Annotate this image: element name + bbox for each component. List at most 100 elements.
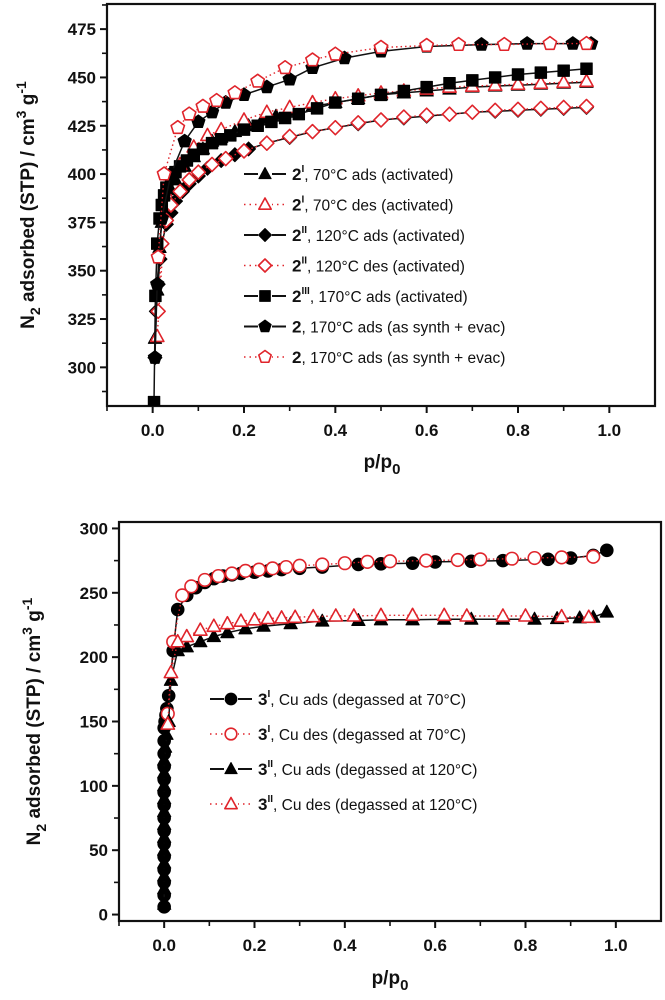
y-tick-label: 425 xyxy=(68,117,96,136)
data-point xyxy=(557,64,570,77)
y-tick-label: 400 xyxy=(68,165,96,184)
legend-label: 2, 170°C ads (as synth + evac) xyxy=(292,318,505,337)
data-point xyxy=(382,554,398,569)
data-point xyxy=(157,896,172,910)
data-point xyxy=(373,607,389,622)
data-point xyxy=(504,551,520,566)
legend-label: 2III, 170°C ads (activated) xyxy=(292,286,468,306)
data-point xyxy=(147,395,161,406)
data-point xyxy=(278,111,292,125)
legend-marker-triangle-icon xyxy=(224,796,238,810)
data-point xyxy=(519,36,535,50)
x-axis-title: p/p0 xyxy=(364,452,401,478)
plot-area xyxy=(147,35,599,406)
data-point xyxy=(600,543,614,558)
data-point xyxy=(157,842,172,856)
legend-entry: 2, 170°C ads (as synth + evac) xyxy=(244,318,505,337)
data-point xyxy=(157,855,172,869)
legend-entry: 2I, 70°C ads (activated) xyxy=(244,164,453,184)
data-point xyxy=(487,77,503,92)
y-axis: 0 50 100 150 200 250 300 xyxy=(80,519,119,925)
data-point xyxy=(310,102,324,115)
legend-marker-circle-icon xyxy=(224,692,238,706)
data-point xyxy=(473,552,488,567)
x-tick-label: 0.8 xyxy=(506,421,530,440)
data-point xyxy=(436,607,452,622)
data-point xyxy=(579,35,594,51)
data-point xyxy=(227,85,243,100)
data-point xyxy=(542,35,558,51)
y-tick-label: 50 xyxy=(89,841,108,860)
y-tick-label: 250 xyxy=(80,584,108,603)
chart-top-compound-2: 0.0 0.2 0.4 0.6 0.8 1.0 300 325 350 375 400 425 450 4… xyxy=(13,2,657,478)
x-tick-label: 0.0 xyxy=(141,421,165,440)
data-point xyxy=(581,609,597,624)
legend-marker-triangle-icon xyxy=(258,167,272,180)
data-point xyxy=(157,881,172,895)
data-point xyxy=(156,166,172,181)
data-point xyxy=(287,609,303,624)
x-axis: 0.0 0.2 0.4 0.6 0.8 1.0 xyxy=(118,921,628,955)
data-point xyxy=(237,123,251,136)
data-point xyxy=(197,572,212,588)
data-point xyxy=(265,561,280,576)
data-point xyxy=(459,608,475,622)
data-point xyxy=(224,566,240,581)
data-point xyxy=(541,552,555,567)
x-tick-label: 0.0 xyxy=(152,936,176,955)
data-point xyxy=(451,36,467,52)
legend-entry: 3II, Cu ads (degassed at 120°C) xyxy=(210,759,477,779)
data-point xyxy=(163,672,179,686)
legend-entry: 2I, 70°C des (activated) xyxy=(244,195,453,215)
data-point xyxy=(149,328,165,343)
data-point xyxy=(236,143,252,159)
data-point xyxy=(251,119,264,132)
legend-entry: 3I, Cu des (degassed at 70°C) xyxy=(210,724,466,744)
data-point xyxy=(238,621,253,635)
data-point xyxy=(351,92,365,105)
data-point xyxy=(181,172,197,188)
data-point xyxy=(147,350,163,364)
y-tick-label: 300 xyxy=(68,358,96,377)
data-point xyxy=(533,75,549,90)
x-tick-label: 0.4 xyxy=(324,421,348,440)
data-point xyxy=(419,37,435,53)
series-2 xyxy=(160,549,601,721)
legend: 3I, Cu ads (degassed at 70°C) 3I, Cu des … xyxy=(210,689,477,814)
data-point xyxy=(150,249,166,264)
data-point xyxy=(161,688,176,703)
data-point xyxy=(533,100,549,117)
data-point xyxy=(196,142,210,156)
legend-label: 2II, 120°C ads (activated) xyxy=(292,225,465,245)
data-point xyxy=(556,74,572,89)
data-point xyxy=(282,71,297,86)
data-point xyxy=(466,74,479,87)
data-point xyxy=(159,726,174,740)
legend-entry: 2, 170°C ads (as synth + evac) xyxy=(244,348,505,367)
data-point xyxy=(304,123,321,140)
legend-marker-pentagon-icon xyxy=(258,319,272,333)
data-point xyxy=(163,664,179,679)
y-axis: 300 325 350 375 400 425 450 475 xyxy=(68,4,107,393)
data-point xyxy=(265,115,278,129)
data-point xyxy=(450,552,465,568)
legend-marker-diamond-icon xyxy=(258,228,272,242)
legend-label: 3I, Cu ads (degassed at 70°C) xyxy=(258,689,466,709)
series-7 xyxy=(150,35,594,264)
data-point xyxy=(292,558,307,573)
data-point xyxy=(518,608,533,622)
data-point xyxy=(586,549,601,564)
data-point xyxy=(397,84,411,98)
data-point xyxy=(157,739,173,753)
data-point xyxy=(160,716,176,730)
legend-marker-triangle-icon xyxy=(224,762,238,775)
data-point xyxy=(195,98,211,113)
data-point xyxy=(277,59,293,75)
data-point xyxy=(579,73,594,88)
data-point xyxy=(373,39,389,54)
data-point xyxy=(327,46,343,61)
data-point xyxy=(170,633,186,648)
data-point xyxy=(184,579,199,594)
series-3 xyxy=(157,604,614,910)
